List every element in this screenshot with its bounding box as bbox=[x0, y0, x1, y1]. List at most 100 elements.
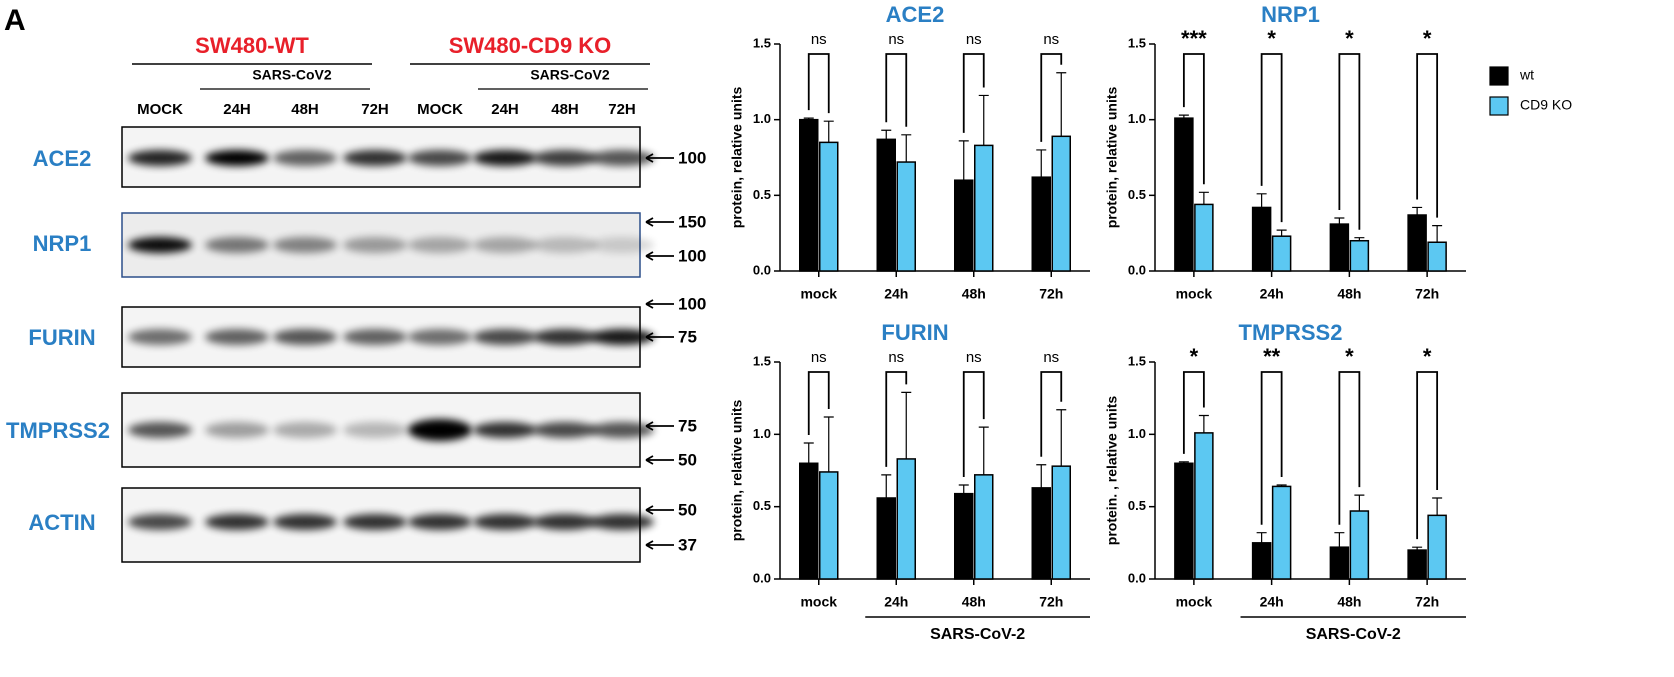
band bbox=[473, 422, 537, 438]
band bbox=[128, 329, 192, 345]
significance-bracket bbox=[885, 53, 908, 127]
x-tick-label: 48h bbox=[1337, 286, 1361, 302]
bar bbox=[1174, 462, 1194, 580]
marker-arrow bbox=[645, 505, 674, 515]
legend-label: wt bbox=[1519, 67, 1534, 83]
significance-bracket bbox=[885, 371, 908, 467]
error-bar bbox=[823, 120, 834, 143]
error-bar bbox=[1334, 217, 1345, 225]
significance-bracket bbox=[807, 371, 830, 436]
error-bar bbox=[901, 391, 912, 459]
group-name: SW480-WT bbox=[195, 33, 309, 58]
marker-arrow bbox=[645, 540, 674, 550]
bar bbox=[1051, 465, 1071, 580]
lane-label: 24H bbox=[223, 101, 251, 118]
marker: 50 bbox=[678, 450, 697, 469]
error-bar bbox=[1178, 461, 1189, 464]
significance-label: ns bbox=[811, 31, 827, 48]
error-bar bbox=[1036, 149, 1047, 178]
y-axis-label: protein. , relative units bbox=[1104, 396, 1120, 546]
band bbox=[273, 514, 337, 530]
bar bbox=[1427, 241, 1447, 272]
significance-bracket bbox=[1338, 371, 1361, 525]
bar bbox=[876, 138, 896, 272]
bar bbox=[819, 141, 839, 272]
legend-swatch bbox=[1489, 66, 1509, 86]
bar bbox=[876, 497, 896, 580]
band bbox=[590, 329, 654, 345]
error-bar bbox=[881, 474, 892, 498]
significance-label: * bbox=[1423, 344, 1432, 369]
y-tick-label: 0.0 bbox=[753, 262, 771, 277]
error-bar bbox=[901, 134, 912, 163]
band bbox=[273, 150, 337, 166]
error-bar bbox=[1276, 229, 1287, 237]
band bbox=[408, 150, 472, 166]
marker-arrow bbox=[645, 251, 674, 261]
bar bbox=[1329, 223, 1350, 272]
bar bbox=[1271, 235, 1292, 272]
error-bar bbox=[803, 117, 814, 120]
band bbox=[590, 422, 654, 438]
error-bar bbox=[1276, 484, 1287, 487]
y-axis-label: protein, relative units bbox=[729, 399, 745, 541]
error-bar bbox=[1036, 464, 1047, 488]
significance-bracket bbox=[1416, 53, 1439, 218]
y-tick-label: 0.0 bbox=[1128, 262, 1146, 277]
significance-label: ns bbox=[888, 349, 904, 366]
marker: 100 bbox=[678, 246, 706, 265]
treatment: SARS-CoV2 bbox=[530, 67, 610, 83]
protein-label: FURIN bbox=[28, 325, 95, 350]
significance-bracket bbox=[962, 53, 985, 133]
bar bbox=[1194, 432, 1214, 580]
chart-title: FURIN bbox=[881, 320, 948, 345]
group-label: SARS-CoV-2 bbox=[1306, 626, 1401, 643]
band bbox=[273, 329, 337, 345]
bar bbox=[1051, 135, 1071, 272]
significance-label: ns bbox=[888, 31, 904, 48]
significance-bracket bbox=[962, 371, 985, 477]
bar bbox=[1251, 206, 1272, 272]
band bbox=[473, 237, 537, 253]
lane-label: 24H bbox=[491, 101, 519, 118]
bar bbox=[896, 161, 916, 272]
lane-label: 48H bbox=[291, 101, 319, 118]
significance-bracket bbox=[807, 53, 830, 114]
significance-label: ns bbox=[1043, 31, 1059, 48]
band bbox=[343, 329, 407, 345]
bar bbox=[1349, 239, 1370, 272]
chart-title: NRP1 bbox=[1261, 2, 1320, 27]
chart-title: TMPRSS2 bbox=[1239, 320, 1343, 345]
marker: 75 bbox=[678, 327, 697, 346]
significance-label: * bbox=[1345, 344, 1354, 369]
band bbox=[128, 514, 192, 530]
marker-arrow bbox=[645, 217, 674, 227]
lane-label: 72H bbox=[608, 101, 636, 118]
y-tick-label: 1.0 bbox=[753, 111, 771, 126]
bar bbox=[799, 118, 819, 272]
marker: 100 bbox=[678, 294, 706, 313]
y-tick-label: 0.5 bbox=[753, 187, 771, 202]
x-tick-label: 24h bbox=[1260, 594, 1284, 610]
significance-label: * bbox=[1267, 26, 1276, 51]
band bbox=[128, 422, 192, 438]
x-tick-label: 48h bbox=[962, 594, 986, 610]
bar bbox=[1427, 514, 1447, 580]
bar bbox=[819, 471, 839, 580]
x-tick-label: 24h bbox=[884, 594, 908, 610]
significance-bracket bbox=[1040, 53, 1063, 142]
significance-label: ns bbox=[811, 349, 827, 366]
error-bar bbox=[1256, 532, 1267, 543]
y-tick-label: 0.0 bbox=[753, 570, 771, 585]
error-bar bbox=[1056, 72, 1067, 137]
band bbox=[205, 237, 269, 253]
band bbox=[343, 514, 407, 530]
band bbox=[408, 329, 472, 345]
band bbox=[205, 514, 269, 530]
error-bar bbox=[978, 94, 989, 146]
bar bbox=[974, 474, 994, 580]
protein-label: NRP1 bbox=[33, 231, 92, 256]
bar bbox=[1271, 485, 1292, 580]
bar bbox=[799, 462, 819, 580]
